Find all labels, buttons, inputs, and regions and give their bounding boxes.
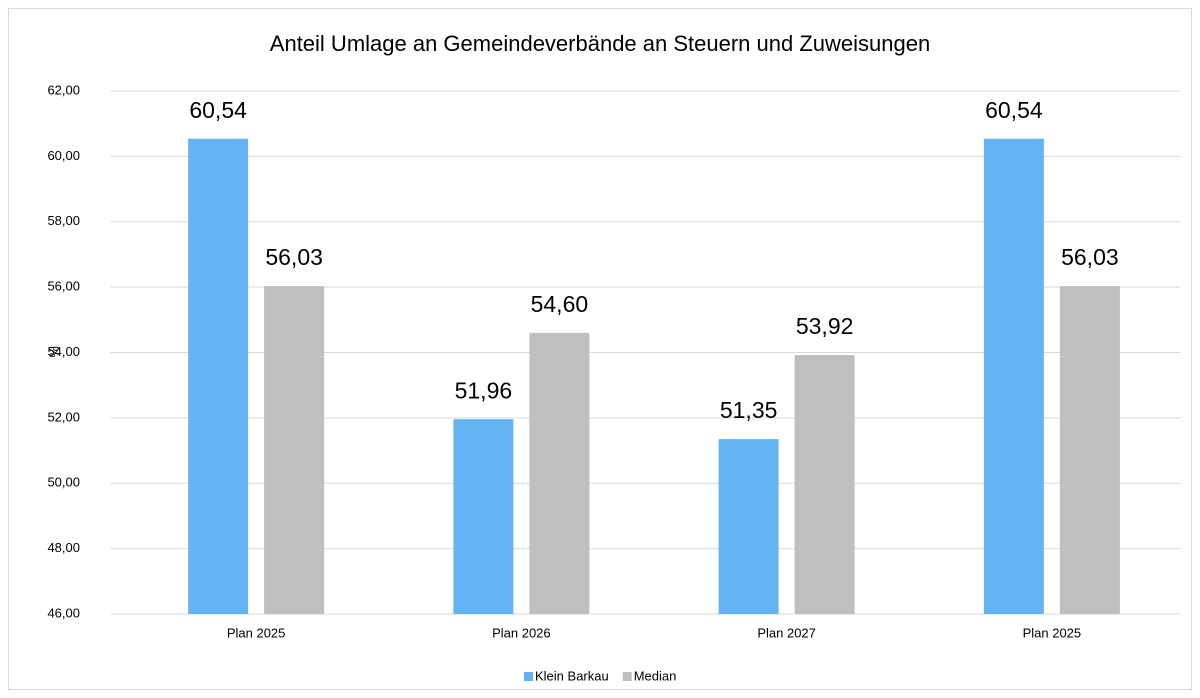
y-tick-label: 60,00 [47,148,80,163]
bar [529,332,590,614]
bar [188,138,249,614]
x-tick-label: Plan 2025 [1023,625,1082,640]
y-tick-label: 56,00 [47,279,80,294]
chart-title: Anteil Umlage an Gemeindeverbände an Ste… [270,31,930,56]
legend-label: Klein Barkau [535,668,609,683]
bar [983,138,1044,614]
data-label: 53,92 [796,313,854,339]
legend-label: Median [634,668,677,683]
y-tick-label: 46,00 [47,605,80,620]
data-label: 51,35 [720,397,778,423]
bar [1059,286,1120,614]
data-label: 56,03 [265,244,323,270]
y-tick-label: 48,00 [47,540,80,555]
x-tick-label: Plan 2026 [492,625,551,640]
y-axis-label: % [46,346,61,358]
x-tick-label: Plan 2027 [757,625,816,640]
bar [453,419,514,614]
data-label: 51,96 [455,377,513,403]
y-tick-label: 58,00 [47,213,80,228]
bar [718,439,779,614]
bar [794,355,855,614]
x-tick-label: Plan 2025 [227,625,286,640]
data-label: 56,03 [1061,244,1119,270]
legend-swatch [622,672,632,681]
y-tick-label: 62,00 [47,82,80,97]
y-tick-label: 50,00 [47,475,80,490]
legend-swatch [524,672,533,681]
data-label: 60,54 [985,97,1043,123]
y-tick-label: 52,00 [47,409,80,424]
bar [264,286,325,614]
y-tick-label: 54,00 [47,344,80,359]
data-label: 54,60 [531,291,589,317]
data-label: 60,54 [189,97,247,123]
